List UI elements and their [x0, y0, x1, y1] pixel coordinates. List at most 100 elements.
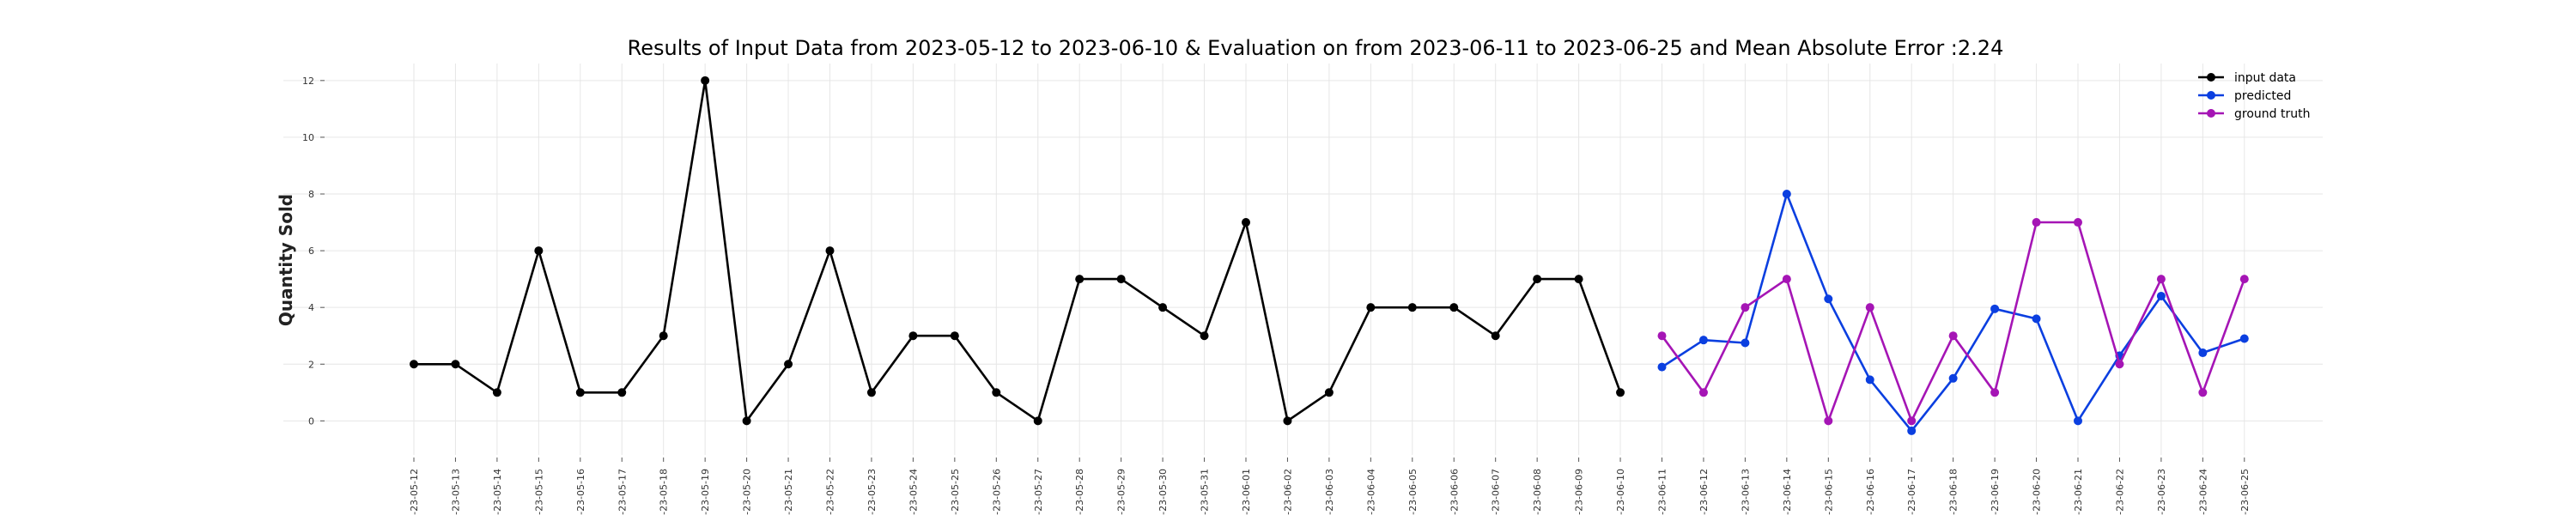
- data-point: [1283, 416, 1292, 426]
- x-tick-label: -23-06-25: [2239, 469, 2251, 515]
- data-point: [2032, 314, 2041, 324]
- data-point: [1698, 388, 1708, 397]
- data-point: [1491, 331, 1500, 341]
- data-point: [1865, 375, 1874, 385]
- x-tick-label: -23-06-07: [1491, 469, 1502, 515]
- data-point: [866, 388, 876, 397]
- x-tick-label: -23-05-21: [783, 469, 794, 515]
- x-tick-label: -23-06-15: [1823, 469, 1834, 515]
- data-point: [1907, 426, 1917, 435]
- x-tick-label: -23-06-21: [2073, 469, 2084, 515]
- x-tick-label: -23-05-29: [1116, 469, 1127, 515]
- data-point: [410, 360, 418, 369]
- data-point: [1948, 373, 1958, 383]
- x-tick-label: -23-06-16: [1865, 469, 1876, 515]
- data-point: [1242, 218, 1250, 227]
- data-point: [617, 388, 627, 397]
- legend-label: input data: [2234, 71, 2296, 85]
- x-tick-label: -23-05-25: [950, 469, 961, 515]
- x-tick-label: -23-05-30: [1157, 469, 1169, 515]
- y-axis-ticks: 0 2 4 6 8 10 12: [302, 76, 325, 427]
- data-point: [1366, 303, 1376, 312]
- data-point: [2156, 291, 2166, 300]
- data-point: [1158, 303, 1168, 312]
- data-point: [2239, 275, 2249, 284]
- data-point: [2239, 334, 2249, 343]
- x-tick-label: -23-05-17: [617, 469, 628, 515]
- x-tick-label: -23-06-09: [1574, 469, 1585, 515]
- data-point: [742, 416, 751, 426]
- x-tick-label: -23-06-06: [1449, 469, 1460, 515]
- x-tick-label: -23-06-23: [2156, 469, 2167, 515]
- data-point: [1990, 304, 2000, 313]
- data-point: [1990, 388, 2000, 397]
- x-tick-label: -23-06-05: [1407, 469, 1419, 515]
- y-tick-label: 8: [308, 189, 314, 200]
- data-point: [1449, 303, 1459, 312]
- data-point: [1075, 275, 1084, 284]
- x-tick-label: -23-06-02: [1282, 469, 1293, 515]
- x-tick-label: -23-06-11: [1657, 469, 1668, 515]
- data-point: [1616, 388, 1625, 397]
- x-tick-label: -23-05-28: [1074, 469, 1085, 515]
- data-point: [908, 331, 918, 341]
- legend-label: ground truth: [2234, 107, 2310, 121]
- x-tick-label: -23-05-16: [575, 469, 586, 515]
- data-point: [2032, 218, 2041, 227]
- legend-item: ground truth: [2198, 107, 2310, 121]
- x-tick-label: -23-06-13: [1740, 469, 1751, 515]
- x-tick-label: -23-06-17: [1906, 469, 1917, 515]
- x-tick-label: -23-05-12: [409, 469, 420, 515]
- data-point: [2074, 416, 2082, 426]
- x-tick-label: -23-06-04: [1365, 469, 1376, 515]
- y-tick-label: 10: [302, 132, 314, 143]
- x-tick-label: -23-05-24: [908, 469, 919, 515]
- data-point: [1741, 303, 1750, 312]
- data-point: [575, 388, 585, 397]
- data-point: [1865, 303, 1874, 312]
- data-point: [1574, 275, 1583, 284]
- x-tick-label: -23-06-10: [1615, 469, 1626, 515]
- y-tick-label: 2: [308, 359, 314, 370]
- legend-swatch-marker: [2207, 109, 2215, 118]
- x-tick-label: -23-06-19: [1990, 469, 2001, 515]
- x-tick-label: -23-05-27: [1033, 469, 1044, 515]
- x-tick-label: -23-06-01: [1241, 469, 1252, 515]
- data-point: [2198, 348, 2208, 358]
- data-point: [2156, 275, 2166, 284]
- x-tick-label: -23-06-20: [2032, 469, 2043, 515]
- data-point: [701, 76, 710, 85]
- legend: input data predicted ground truth: [2198, 71, 2310, 121]
- x-tick-label: -23-05-31: [1200, 469, 1211, 515]
- data-point: [1657, 331, 1667, 341]
- y-tick-label: 4: [308, 302, 314, 313]
- data-point: [950, 331, 959, 341]
- data-point: [1824, 416, 1833, 426]
- data-point: [1824, 294, 1833, 304]
- data-point: [1324, 388, 1334, 397]
- y-tick-label: 6: [308, 245, 314, 257]
- data-point: [2198, 388, 2208, 397]
- x-tick-label: -23-05-18: [659, 469, 670, 515]
- chart-title: Results of Input Data from 2023-05-12 to…: [628, 36, 2004, 60]
- x-tick-label: -23-06-22: [2114, 469, 2125, 515]
- x-tick-label: -23-06-18: [1948, 469, 1959, 515]
- x-tick-label: -23-06-12: [1698, 469, 1710, 515]
- data-point: [1116, 275, 1126, 284]
- grid: [283, 64, 2323, 455]
- data-point: [825, 246, 835, 256]
- data-point: [1698, 336, 1708, 345]
- series: [410, 76, 2249, 435]
- data-point: [1948, 331, 1958, 341]
- data-point: [1407, 303, 1417, 312]
- legend-label: predicted: [2234, 89, 2291, 103]
- x-tick-label: -23-06-08: [1532, 469, 1543, 515]
- data-point: [1782, 275, 1791, 284]
- x-tick-label: -23-06-14: [1782, 469, 1793, 515]
- legend-item: input data: [2198, 71, 2296, 85]
- x-tick-label: -23-05-19: [700, 469, 711, 515]
- data-point: [1907, 416, 1917, 426]
- x-tick-label: -23-06-24: [2197, 469, 2208, 515]
- y-axis-label: Quantity Sold: [276, 194, 296, 326]
